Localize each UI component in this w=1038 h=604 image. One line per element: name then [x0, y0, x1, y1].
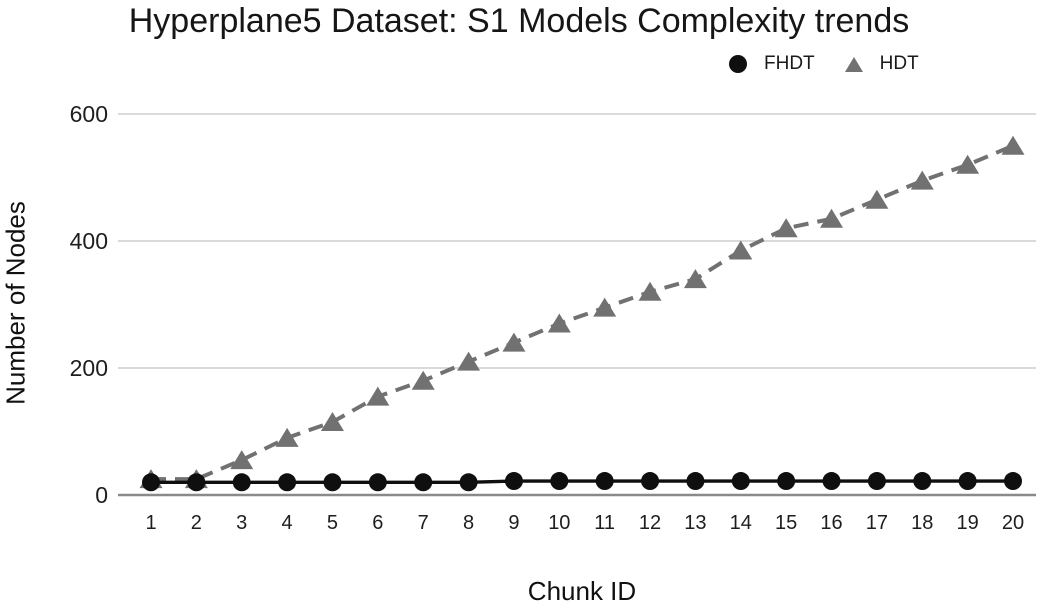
hdt-triangle-marker	[820, 208, 844, 228]
fhdt-circle-marker	[867, 472, 886, 491]
fhdt-circle-marker-icon	[729, 55, 747, 73]
x-tick-label: 1	[145, 512, 156, 534]
x-tick-label: 5	[327, 512, 338, 534]
x-tick-label: 2	[191, 512, 202, 534]
fhdt-circle-marker	[459, 473, 478, 492]
legend-item-hdt: HDT	[844, 53, 919, 75]
fhdt-circle-marker	[368, 473, 387, 492]
fhdt-circle-marker	[1004, 472, 1022, 491]
hdt-triangle-marker	[457, 351, 481, 371]
x-tick-label: 17	[866, 512, 888, 534]
fhdt-circle-marker	[686, 472, 705, 491]
x-tick-label: 16	[820, 512, 842, 534]
fhdt-circle-marker	[731, 472, 750, 491]
fhdt-circle-marker	[777, 472, 796, 491]
hdt-triangle-marker	[865, 189, 889, 209]
hdt-triangle-marker	[366, 386, 390, 406]
hdt-triangle-marker	[320, 411, 344, 431]
hdt-triangle-marker	[683, 269, 707, 289]
hdt-triangle-marker	[593, 297, 617, 317]
hdt-triangle-marker	[1001, 135, 1025, 155]
x-tick-label: 19	[957, 512, 979, 534]
hdt-triangle-marker	[230, 450, 254, 470]
fhdt-circle-marker	[278, 473, 297, 492]
x-tick-label: 10	[548, 512, 570, 534]
hdt-series-line	[151, 143, 1014, 482]
fhdt-circle-marker	[414, 473, 433, 492]
legend-label-fhdt: FHDT	[764, 53, 815, 74]
fhdt-circle-marker	[232, 473, 251, 492]
chart-title: Hyperplane5 Dataset: S1 Models Complexit…	[128, 2, 910, 40]
x-tick-label: 11	[594, 512, 615, 534]
hdt-triangle-marker	[547, 313, 571, 333]
fhdt-circle-marker	[641, 472, 660, 491]
fhdt-circle-marker	[958, 472, 977, 491]
hdt-triangle-marker	[774, 218, 798, 238]
y-tick-label: 200	[70, 355, 108, 381]
hdt-triangle-marker	[729, 240, 753, 260]
fhdt-circle-marker	[550, 472, 569, 491]
fhdt-circle-marker	[187, 473, 206, 492]
hdt-triangle-marker	[638, 281, 662, 301]
legend-label-hdt: HDT	[879, 53, 919, 74]
hdt-triangle-marker	[275, 427, 299, 447]
x-tick-label: 14	[730, 512, 752, 534]
x-tick-label: 15	[775, 512, 797, 534]
x-tick-label: 6	[372, 512, 383, 534]
fhdt-circle-marker	[142, 473, 160, 492]
hdt-triangle-marker	[502, 332, 526, 352]
x-tick-label: 18	[911, 512, 933, 534]
fhdt-circle-marker	[595, 472, 614, 491]
hdt-triangle-marker-icon	[844, 56, 863, 72]
x-axis-title: Chunk ID	[527, 576, 637, 604]
fhdt-circle-marker	[913, 472, 932, 491]
hdt-triangle-marker	[910, 170, 934, 190]
legend-item-fhdt: FHDT	[729, 53, 815, 75]
y-tick-label: 600	[70, 101, 108, 127]
y-tick-label: 0	[95, 482, 108, 508]
x-tick-label: 7	[418, 512, 429, 534]
y-tick-label: 400	[70, 228, 108, 254]
fhdt-circle-marker	[323, 473, 342, 492]
fhdt-circle-marker	[822, 472, 841, 491]
hdt-triangle-marker	[411, 370, 435, 390]
legend: FHDT HDT	[729, 53, 919, 75]
x-tick-label: 4	[282, 512, 293, 534]
x-tick-label: 8	[463, 512, 474, 534]
hdt-triangle-marker	[956, 154, 980, 174]
x-tick-label: 13	[684, 512, 706, 534]
x-tick-label: 20	[1002, 512, 1024, 534]
fhdt-circle-marker	[504, 472, 523, 491]
x-tick-label: 12	[639, 512, 661, 534]
x-tick-label: 9	[508, 512, 519, 534]
x-tick-label: 3	[236, 512, 247, 534]
